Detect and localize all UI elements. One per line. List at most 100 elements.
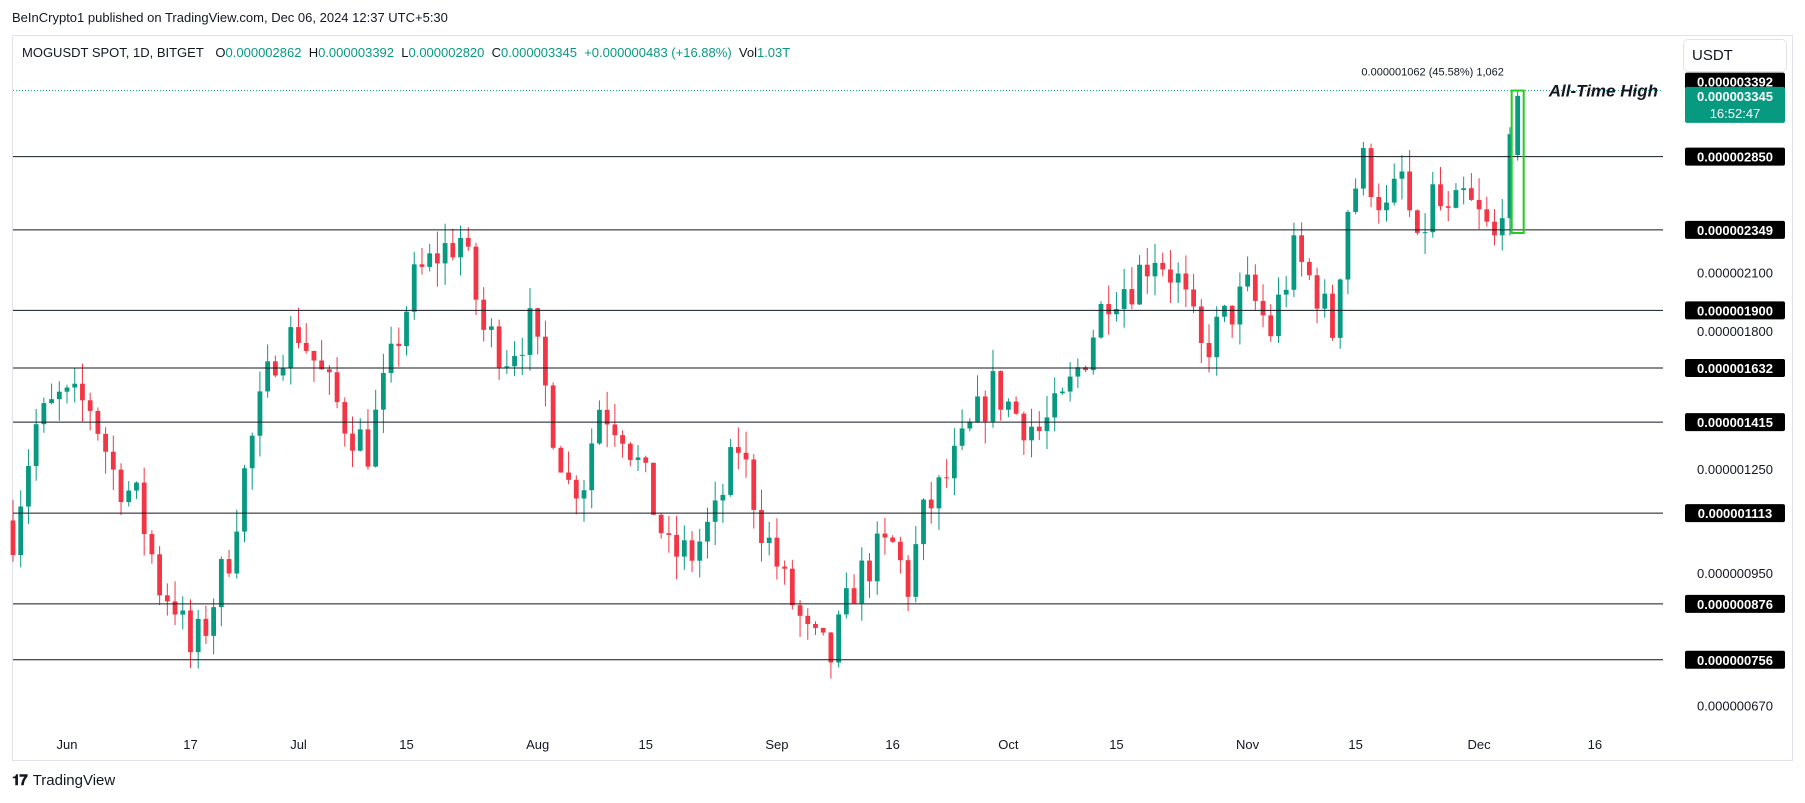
candle-body [1222, 305, 1227, 317]
candle-body [874, 533, 880, 582]
candle-body [64, 387, 70, 392]
candle-body [1098, 304, 1104, 338]
candle-body [913, 544, 919, 597]
level-label: 0.000000756 [1697, 653, 1773, 668]
candle-body [1021, 413, 1027, 441]
candle-body [496, 326, 502, 368]
high-value: 0.000003392 [318, 45, 395, 60]
candle-body [489, 326, 494, 330]
candle-body [658, 514, 664, 534]
candle-body [1268, 315, 1274, 337]
candle-body [188, 610, 193, 653]
level-label: 0.000000876 [1697, 597, 1773, 612]
candle-body [728, 447, 734, 495]
candle-body [674, 534, 679, 557]
candle-body [1129, 289, 1135, 305]
close-label: C [491, 45, 502, 60]
countdown-label: 16:52:47 [1710, 106, 1761, 121]
candle-body [1322, 293, 1328, 309]
candle-body [1229, 305, 1235, 325]
candle-body [249, 435, 255, 469]
candle-body [1260, 300, 1266, 316]
currency-button[interactable]: USDT [1683, 39, 1787, 72]
candle-body [820, 627, 826, 633]
y-tick-label: 0.000000670 [1697, 699, 1773, 714]
candle-body [1391, 178, 1397, 203]
candle-body [1198, 306, 1204, 343]
candle-body [1075, 367, 1081, 377]
candle-body [797, 605, 803, 616]
ath-label: 0.000003392 [1697, 75, 1773, 90]
candle-body [627, 443, 633, 460]
candle-body [481, 299, 487, 330]
high-label: H [308, 45, 319, 60]
candle-body [1376, 197, 1382, 211]
publisher-caption: BeInCrypto1 published on TradingView.com… [12, 10, 448, 25]
candle-body [1168, 269, 1173, 283]
candle-body [573, 479, 579, 499]
candle-body [103, 433, 108, 452]
candle-body [543, 336, 548, 386]
candle-body [990, 371, 996, 422]
candle-body [959, 428, 965, 446]
candle-body [419, 264, 425, 267]
symbol-label[interactable]: MOGUSDT SPOT, 1D, BITGET [22, 45, 204, 60]
candle-body [928, 499, 934, 509]
candle-body [1445, 206, 1451, 208]
candle-body [319, 360, 325, 370]
candle-body [172, 601, 178, 615]
level-label-bg [1685, 413, 1785, 432]
level-label: 0.000002850 [1697, 150, 1773, 165]
y-tick-label: 0.000001800 [1697, 324, 1773, 339]
candle-body [149, 534, 155, 555]
candle-body [49, 399, 54, 404]
candle-body [967, 421, 973, 429]
candle-body [242, 468, 247, 532]
candle-body [1345, 211, 1351, 280]
candle-body [504, 366, 510, 368]
candle-body [589, 443, 595, 491]
candle-body [867, 560, 872, 582]
candle-body [10, 520, 16, 556]
candle-body [759, 509, 764, 544]
candle-body [720, 494, 726, 501]
candle-body [1283, 289, 1289, 295]
candle-body [944, 477, 950, 479]
level-label-bg [1685, 594, 1785, 613]
candle-body [1314, 275, 1320, 309]
candle-body [1160, 262, 1166, 270]
candle-body [782, 566, 788, 569]
candle-body [859, 560, 865, 604]
candle-body [442, 243, 448, 264]
candle-body [342, 402, 348, 434]
tradingview-logo[interactable]: 𝟏𝟕 TradingView [12, 772, 115, 789]
candle-body [975, 396, 980, 422]
candle-body [550, 385, 556, 448]
level-label: 0.000001415 [1697, 415, 1773, 430]
volume-value: 1.03T [756, 45, 791, 60]
x-tick-label: Nov [1236, 737, 1260, 752]
candle-body [998, 371, 1004, 410]
candle-body [1461, 188, 1467, 191]
candle-body [1237, 286, 1243, 325]
candle-body [1299, 235, 1305, 262]
candle-body [1245, 274, 1250, 287]
candle-body [404, 311, 409, 347]
y-tick-label: 0.000000950 [1697, 566, 1773, 581]
level-label: 0.000001900 [1697, 303, 1773, 318]
x-tick-label: 15 [399, 737, 413, 752]
candle-body [1414, 210, 1420, 233]
candle-body [265, 361, 271, 392]
candle-body [473, 246, 479, 300]
candle-body [1438, 184, 1443, 207]
volume-label: Vol [738, 45, 757, 60]
candle-body [311, 350, 317, 361]
candle-body [643, 457, 649, 463]
candle-body [180, 610, 186, 615]
candle-body [357, 429, 363, 451]
ath-annotation: All-Time High [1548, 82, 1658, 101]
candle-body [1384, 202, 1389, 211]
tradingview-icon: 𝟏𝟕 [12, 772, 28, 789]
candle-body [296, 327, 301, 343]
